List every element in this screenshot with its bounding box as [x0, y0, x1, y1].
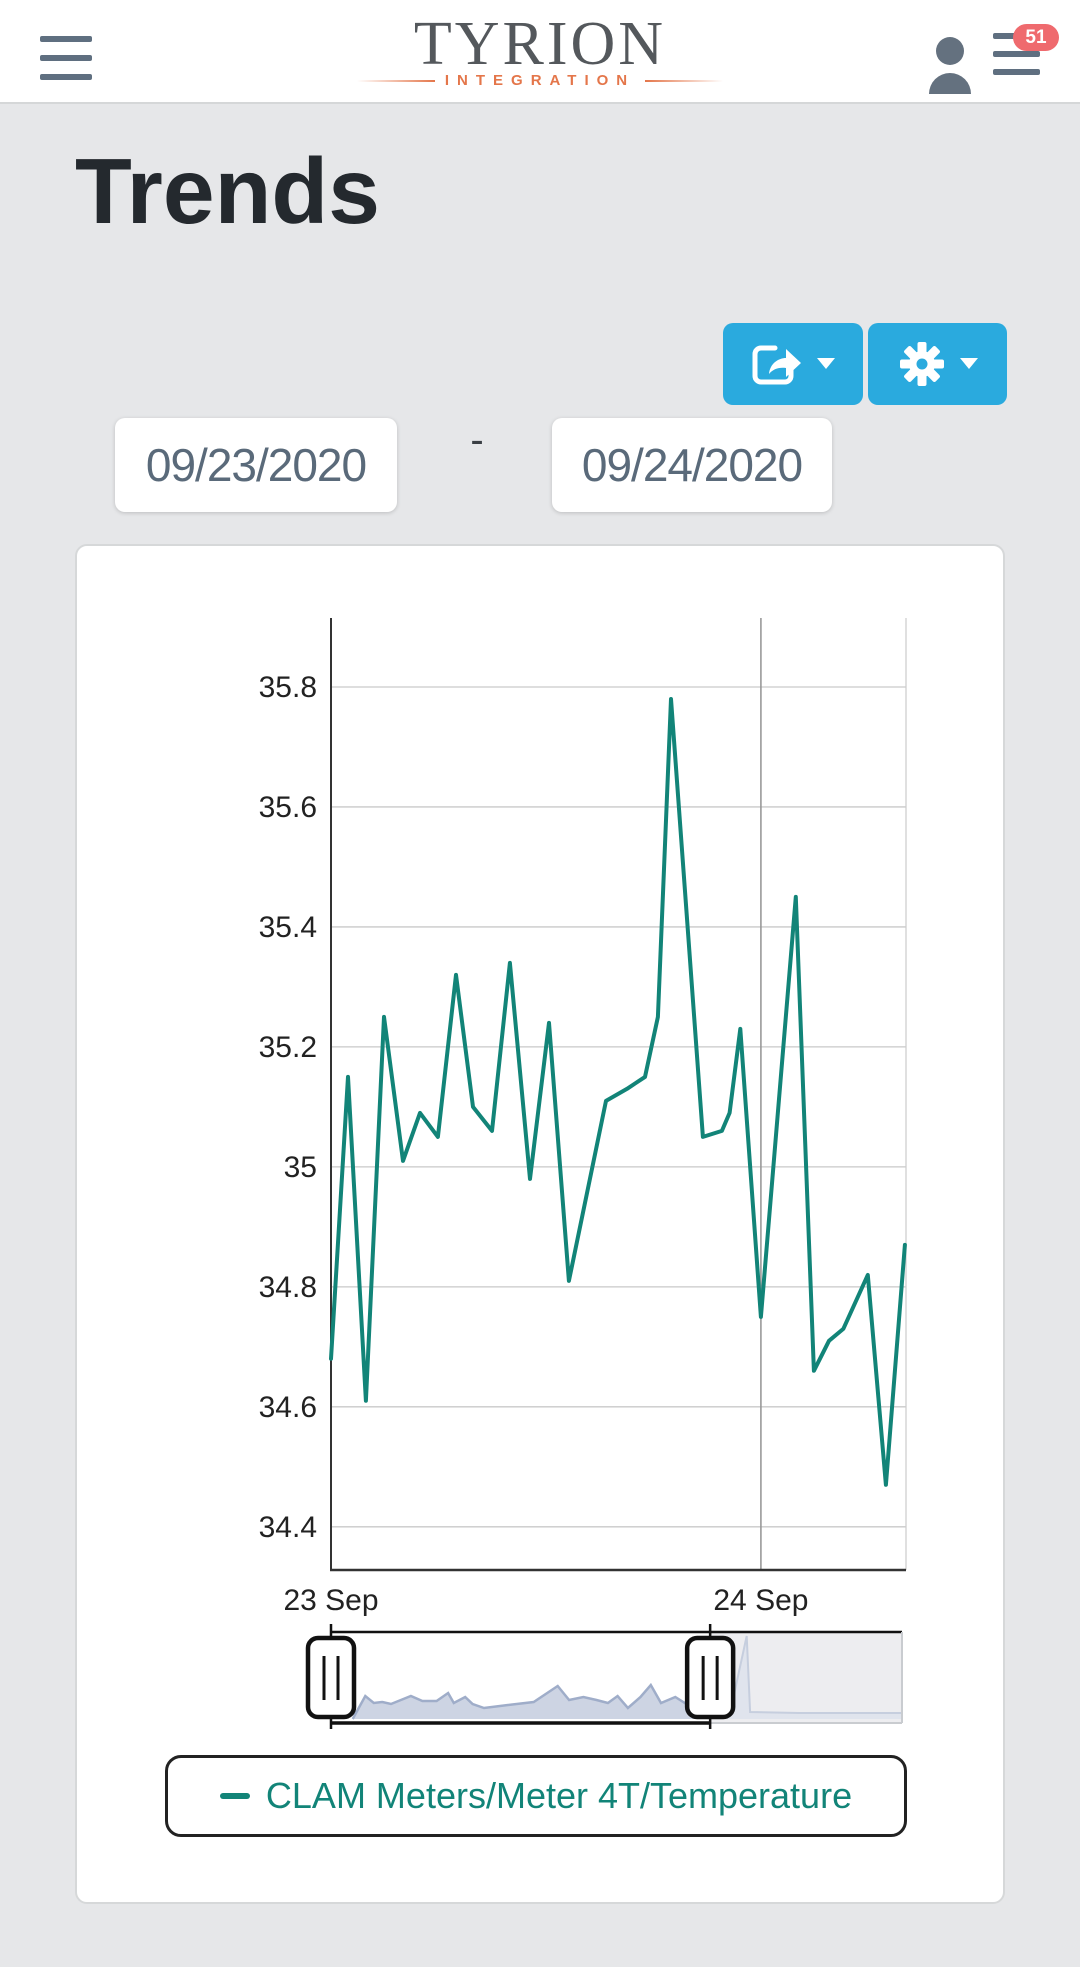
caret-down-icon [817, 358, 835, 369]
y-axis-tick-label: 35 [284, 1151, 317, 1184]
series-name-label: CLAM Meters/Meter 4T/Temperature [265, 1775, 853, 1816]
brand-logo: TYRION INTEGRATION [0, 10, 1080, 89]
navigator-series-area [352, 1685, 711, 1719]
navigator-series-line [351, 1682, 711, 1720]
series-marker [219, 1793, 250, 1799]
logo-rule-right [645, 79, 724, 82]
y-axis-tick-label: 35.2 [259, 1031, 317, 1064]
x-axis-tick-label: 23 Sep [283, 1584, 378, 1617]
brand-logo-text: TYRION [413, 10, 667, 78]
navigator-handle-left[interactable] [305, 1635, 357, 1720]
app-header: TYRION INTEGRATION 51 [0, 0, 1080, 104]
brand-logo-subtext: INTEGRATION [444, 72, 636, 89]
notification-count-badge: 51 [1013, 24, 1059, 51]
page-title: Trends [75, 139, 380, 243]
share-menu-button[interactable] [723, 323, 863, 405]
y-axis-tick-label: 35.6 [259, 791, 317, 824]
settings-menu-button[interactable] [868, 323, 1007, 405]
x-axis-tick-label: 24 Sep [713, 1584, 808, 1617]
plot-area[interactable] [331, 618, 906, 1570]
user-profile-icon[interactable] [922, 30, 978, 96]
y-axis-tick-label: 35.4 [259, 911, 317, 944]
share-icon [752, 345, 801, 385]
series-line [329, 697, 907, 1487]
date-range-separator: - [470, 418, 484, 462]
gear-icon [899, 342, 944, 386]
logo-rule-left [356, 79, 435, 82]
start-date-input[interactable]: 09/23/2020 [115, 418, 397, 512]
end-date-input[interactable]: 09/24/2020 [552, 418, 832, 512]
chart-card [75, 544, 1005, 1904]
y-axis-tick-label: 34.6 [259, 1391, 317, 1424]
y-axis-tick-label: 34.8 [259, 1271, 317, 1304]
chart-legend-item[interactable]: CLAM Meters/Meter 4T/Temperature [165, 1755, 907, 1837]
navigator-handle-right[interactable] [684, 1635, 736, 1720]
y-axis-tick-label: 35.8 [259, 671, 317, 704]
y-axis-tick-label: 34.4 [259, 1511, 317, 1544]
trend-chart: 35.8 35.6 35.4 35.2 35 34.8 34.6 34.4 23 Sep 24 S… [259, 618, 907, 1729]
hamburger-menu-icon[interactable] [40, 36, 92, 82]
caret-down-icon [959, 358, 978, 369]
